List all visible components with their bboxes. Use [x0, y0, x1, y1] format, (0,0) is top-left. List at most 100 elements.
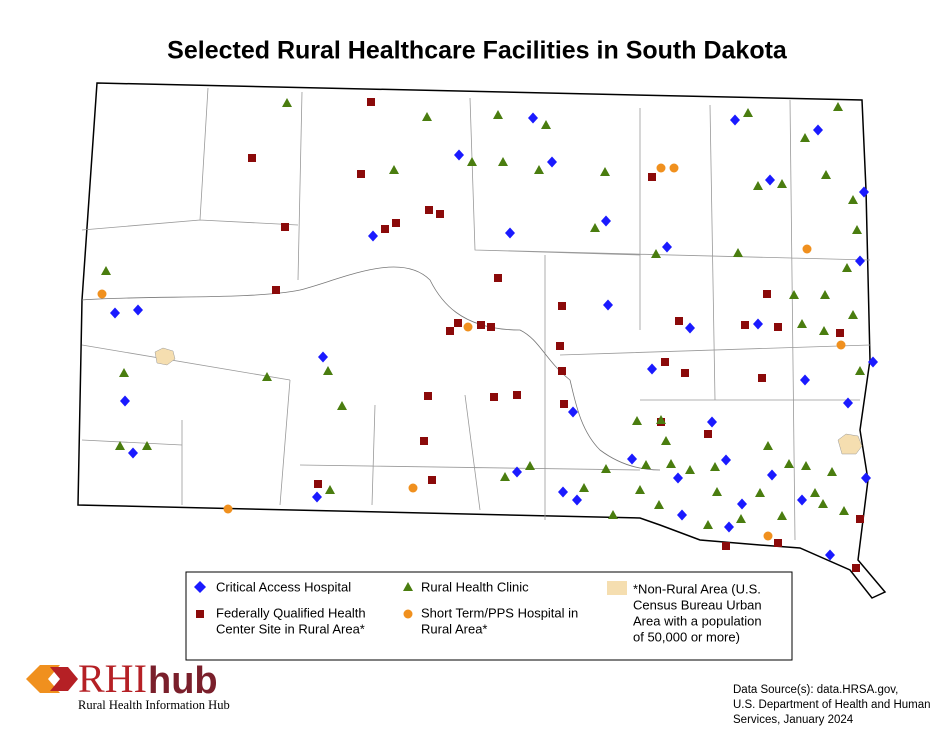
fqhc-marker	[392, 219, 400, 227]
hospital-marker	[861, 472, 871, 484]
clinic-marker	[855, 366, 865, 375]
fqhc-marker	[367, 98, 375, 106]
logo-icon	[50, 667, 78, 691]
fqhc-marker	[248, 154, 256, 162]
map-title: Selected Rural Healthcare Facilities in …	[167, 37, 788, 65]
short-term-marker	[802, 244, 812, 254]
hospital-marker	[707, 416, 717, 428]
clinic-marker	[685, 465, 695, 474]
legend-square	[196, 610, 204, 618]
county-lines	[81, 87, 871, 541]
hospital-marker	[627, 453, 637, 465]
hospital-marker	[868, 356, 878, 368]
hospital-marker	[730, 114, 740, 126]
hospital-marker	[312, 491, 322, 503]
fqhc-marker	[357, 170, 365, 178]
fqhc-marker	[424, 392, 432, 400]
hospital-marker	[454, 149, 464, 161]
clinic-marker	[777, 179, 787, 188]
fqhc-marker	[556, 342, 564, 350]
hospital-marker	[647, 363, 657, 375]
short-term-marker	[763, 531, 773, 541]
clinic-marker	[422, 112, 432, 121]
legend-label: of 50,000 or more)	[633, 629, 740, 644]
legend-label: Census Bureau Urban	[633, 597, 762, 612]
clinic-marker	[498, 157, 508, 166]
clinic-marker	[541, 120, 551, 129]
clinic-marker	[777, 511, 787, 520]
hospital-marker	[724, 521, 734, 533]
short-term-marker	[223, 504, 233, 514]
legend-box	[185, 571, 793, 661]
clinic-marker	[827, 467, 837, 476]
logo-subtitle: Rural Health Information Hub	[78, 698, 230, 712]
hospital-marker	[825, 549, 835, 561]
clinic-marker	[801, 461, 811, 470]
clinic-marker	[115, 441, 125, 450]
legend-label: *Non-Rural Area (U.S.	[633, 581, 761, 596]
legend-label: Area with a population	[633, 613, 762, 628]
river	[81, 266, 661, 471]
legend-label: Short Term/PPS Hospital in	[421, 605, 578, 620]
hospital-marker	[120, 395, 130, 407]
clinic-marker	[323, 366, 333, 375]
clinic-marker	[142, 441, 152, 450]
fqhc-marker	[774, 323, 782, 331]
clinic-marker	[710, 462, 720, 471]
source: Services, January 2024	[733, 714, 854, 726]
clinic-marker	[810, 488, 820, 497]
legend-circle	[403, 609, 413, 619]
short-term-marker	[669, 163, 679, 173]
hospital-marker	[133, 304, 143, 316]
urban-area	[837, 433, 863, 455]
clinic-marker	[797, 319, 807, 328]
clinic-marker	[661, 436, 671, 445]
short-term-marker	[836, 340, 846, 350]
clinic-marker	[500, 472, 510, 481]
fqhc-marker	[513, 391, 521, 399]
clinic-marker	[101, 266, 111, 275]
fqhc-marker	[487, 323, 495, 331]
clinic-marker	[632, 416, 642, 425]
short-term-marker	[408, 483, 418, 493]
hospital-marker	[859, 186, 869, 198]
clinic-marker	[848, 195, 858, 204]
legend-triangle	[403, 582, 413, 591]
clinic-marker	[800, 133, 810, 142]
fqhc-marker	[675, 317, 683, 325]
clinic-marker	[848, 310, 858, 319]
clinic-marker	[733, 248, 743, 257]
hospital-marker	[800, 374, 810, 386]
clinic-marker	[654, 500, 664, 509]
clinic-marker	[579, 483, 589, 492]
hospital-marker	[753, 318, 763, 330]
clinic-marker	[784, 459, 794, 468]
hospital-marker	[855, 255, 865, 267]
hospital-marker	[128, 447, 138, 459]
clinic-marker	[852, 225, 862, 234]
fqhc-marker	[494, 274, 502, 282]
hospital-marker	[505, 227, 515, 239]
legend-diamond	[194, 581, 206, 593]
hospital-marker	[568, 406, 578, 418]
clinic-marker	[820, 290, 830, 299]
hospital-marker	[677, 509, 687, 521]
clinic-marker	[789, 290, 799, 299]
fqhc-marker	[560, 400, 568, 408]
urban-area	[154, 347, 176, 366]
clinic-marker	[651, 249, 661, 258]
fqhc-marker	[558, 367, 566, 375]
fqhc-marker	[490, 393, 498, 401]
clinic-marker	[608, 510, 618, 519]
hospital-marker	[512, 466, 522, 478]
fqhc-marker	[758, 374, 766, 382]
fqhc-marker	[425, 206, 433, 214]
fqhc-marker	[774, 539, 782, 547]
clinic-marker	[119, 368, 129, 377]
clinic-marker	[282, 98, 292, 107]
fqhc-marker	[704, 430, 712, 438]
logo-hub: hub	[148, 660, 218, 702]
fqhc-marker	[856, 515, 864, 523]
clinic-marker	[641, 460, 651, 469]
